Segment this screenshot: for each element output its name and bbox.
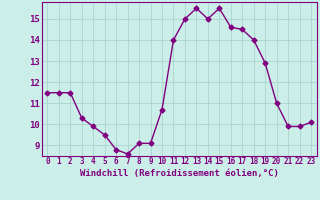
X-axis label: Windchill (Refroidissement éolien,°C): Windchill (Refroidissement éolien,°C) <box>80 169 279 178</box>
